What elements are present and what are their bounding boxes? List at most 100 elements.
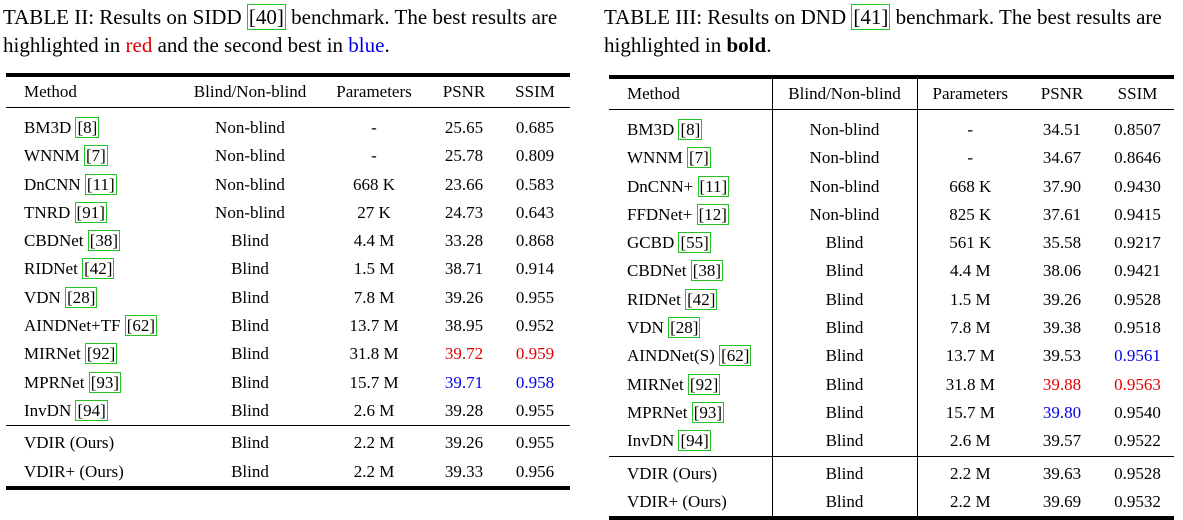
psnr-cell: 38.71 [444, 259, 484, 279]
table-row: RIDNet [42] Blind 1.5 M 38.71 0.914 [6, 255, 570, 283]
citation-link[interactable]: [93] [691, 401, 725, 423]
dnd-results-table: Method Blind/Non-blind Parameters PSNR S… [609, 75, 1174, 520]
parameters-cell: 668 K [352, 174, 396, 194]
citation-link[interactable]: [12] [696, 203, 729, 225]
blind-cell: Non-blind [772, 200, 918, 230]
ssim-cell: 0.952 [515, 316, 555, 336]
method-cell: FFDNet+ [12] [609, 200, 773, 230]
method-cell: MIRNet [92] [609, 370, 773, 399]
method-cell: MIRNet [92] [6, 340, 180, 368]
citation-link[interactable]: [38] [690, 260, 724, 282]
table-header-row: Method Blind/Non-blind Parameters PSNR S… [6, 75, 570, 108]
blind-cell: Blind [772, 342, 918, 371]
caption-bold-word: bold [726, 33, 767, 57]
method-cell: VDIR (Ours) [6, 426, 180, 458]
method-cell: InvDN [94] [609, 427, 773, 457]
method-name: VDN [627, 318, 669, 338]
caption-text: TABLE III: Results on DND [604, 5, 852, 29]
psnr-cell: 39.72 [444, 344, 484, 364]
table-header-row: Method Blind/Non-blind Parameters PSNR S… [609, 77, 1174, 110]
psnr-cell: 39.63 [1042, 463, 1082, 483]
citation-link[interactable]: [91] [74, 201, 107, 223]
blind-cell: Non-blind [215, 146, 285, 166]
psnr-cell: 39.26 [444, 287, 484, 307]
citation-link[interactable]: [94] [75, 399, 108, 421]
psnr-cell: 39.28 [444, 400, 484, 420]
header-ssim: SSIM [1117, 84, 1158, 103]
citation-link[interactable]: [62] [719, 345, 752, 367]
blind-cell: Blind [772, 487, 918, 519]
citation-link[interactable]: [94] [678, 430, 711, 452]
citation-link[interactable]: [42] [82, 258, 115, 280]
citation-link[interactable]: [8] [678, 119, 703, 140]
citation-link[interactable]: [40] [246, 4, 286, 30]
method-cell: CBDNet [38] [609, 257, 773, 286]
method-name: InvDN [627, 431, 679, 451]
blind-cell: Non-blind [772, 109, 918, 145]
method-cell: BM3D [8] [6, 108, 180, 143]
table-iii-caption: TABLE III: Results on DND [41] benchmark… [604, 3, 1182, 59]
method-name: VDIR+ (Ours) [627, 491, 727, 511]
citation-link[interactable]: [7] [686, 147, 711, 169]
method-cell: VDN [28] [609, 314, 773, 343]
psnr-cell: 34.67 [1042, 148, 1082, 168]
parameters-cell: 13.7 M [349, 316, 399, 336]
parameters-cell: 13.7 M [945, 346, 995, 366]
method-name: MPRNet [24, 372, 89, 392]
blind-cell: Blind [772, 257, 918, 286]
blind-cell: Blind [772, 398, 918, 428]
table-ii-caption: TABLE II: Results on SIDD [40] benchmark… [3, 3, 583, 59]
ssim-cell: 0.583 [515, 174, 555, 194]
citation-link[interactable]: [11] [84, 173, 117, 195]
psnr-cell: 37.90 [1042, 176, 1082, 196]
citation-link[interactable]: [42] [685, 288, 718, 310]
method-name: CBDNet [627, 261, 691, 281]
citation-link[interactable]: [8] [75, 117, 100, 138]
blind-cell: Blind [772, 285, 918, 315]
citation-link[interactable]: [28] [668, 317, 701, 339]
ssim-cell: 0.9528 [1114, 463, 1161, 483]
citation-link[interactable]: [11] [697, 175, 730, 197]
parameters-cell: 561 K [949, 233, 992, 253]
citation-link[interactable]: [38] [87, 230, 121, 252]
method-cell: GCBD [55] [609, 229, 773, 258]
citation-link[interactable]: [93] [88, 371, 122, 393]
blind-cell: Blind [231, 461, 269, 481]
table-row: FFDNet+ [12] Non-blind 825 K 37.61 0.9415 [609, 200, 1174, 230]
table-row: WNNM [7] Non-blind - 25.78 0.809 [6, 142, 570, 170]
citation-link[interactable]: [92] [84, 343, 118, 365]
psnr-cell: 38.95 [444, 316, 484, 336]
table-row: BM3D [8] Non-blind -34.51 0.8507 [609, 109, 1174, 145]
method-name: BM3D [24, 118, 76, 137]
citation-link[interactable]: [92] [687, 373, 721, 395]
method-name: WNNM [627, 148, 687, 168]
parameters-cell: 27 K [357, 202, 391, 222]
citation-link[interactable]: [7] [83, 145, 108, 167]
parameters-cell: 2.6 M [949, 431, 991, 451]
parameters-cell: 4.4 M [949, 261, 991, 281]
citation-link[interactable]: [28] [65, 286, 98, 308]
ssim-cell: 0.8507 [1114, 120, 1161, 139]
caption-text: TABLE II: Results on SIDD [3, 5, 247, 29]
caption-text: benchmark. The best results are highligh… [604, 5, 1162, 57]
psnr-cell: 39.26 [444, 433, 484, 453]
parameters-cell: 7.8 M [949, 318, 991, 338]
blind-cell: Non-blind [215, 202, 285, 222]
method-name: TNRD [24, 202, 75, 222]
caption-text: . [766, 33, 772, 57]
method-name: AINDNet+TF [24, 316, 125, 336]
ssim-cell: 0.9563 [1114, 374, 1161, 394]
parameters-cell: 668 K [949, 176, 992, 196]
citation-link[interactable]: [55] [678, 232, 711, 254]
table-row: DnCNN+ [11] Non-blind 668 K 37.90 0.9430 [609, 172, 1174, 201]
ssim-cell: 0.809 [515, 146, 555, 166]
parameters-cell: 4.4 M [353, 231, 395, 251]
header-ssim: SSIM [515, 82, 555, 101]
parameters-cell: 825 K [949, 204, 992, 224]
ssim-cell: 0.643 [515, 202, 555, 222]
method-cell: VDN [28] [6, 284, 180, 312]
ssim-cell: 0.9522 [1114, 431, 1161, 451]
citation-link[interactable]: [41] [851, 4, 891, 30]
method-cell: VDIR+ (Ours) [6, 458, 180, 488]
citation-link[interactable]: [62] [124, 315, 158, 337]
